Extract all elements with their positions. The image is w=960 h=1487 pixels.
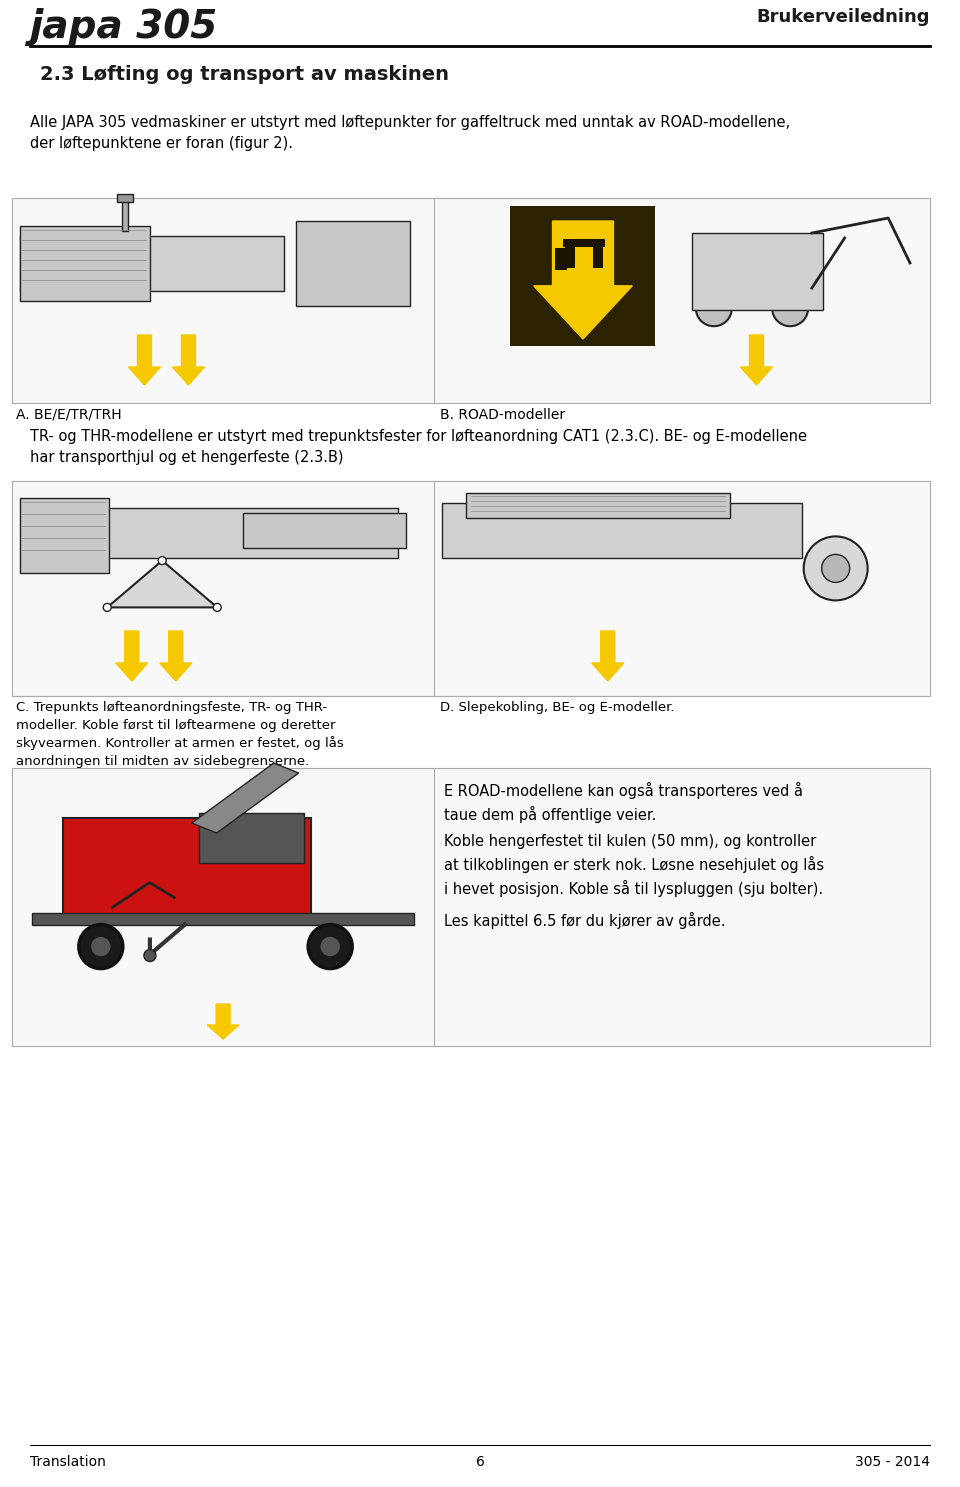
- Bar: [692, 233, 823, 309]
- Text: C. Trepunkts løfteanordningsfeste, TR- og THR-
modeller. Koble først til løftear: C. Trepunkts løfteanordningsfeste, TR- o…: [16, 700, 344, 767]
- Bar: [32, 913, 415, 925]
- Circle shape: [79, 925, 123, 968]
- FancyArrow shape: [173, 335, 204, 385]
- Bar: [565, 241, 575, 268]
- Bar: [53, 509, 397, 558]
- Circle shape: [213, 604, 221, 611]
- Bar: [555, 248, 567, 271]
- FancyArrow shape: [129, 335, 160, 385]
- Circle shape: [103, 604, 111, 611]
- FancyArrow shape: [116, 630, 148, 681]
- Circle shape: [92, 938, 109, 956]
- Text: B. ROAD-modeller: B. ROAD-modeller: [441, 407, 565, 422]
- FancyArrow shape: [740, 335, 773, 385]
- Circle shape: [144, 950, 156, 962]
- Polygon shape: [192, 763, 299, 833]
- Bar: [593, 241, 603, 268]
- Circle shape: [772, 290, 808, 326]
- Circle shape: [822, 555, 850, 583]
- FancyArrow shape: [534, 222, 633, 339]
- Text: Les kapittel 6.5 før du kjører av gårde.: Les kapittel 6.5 før du kjører av gårde.: [444, 912, 726, 929]
- Bar: [122, 201, 128, 230]
- Bar: [12, 767, 930, 1045]
- Bar: [20, 236, 284, 291]
- Bar: [62, 818, 311, 919]
- Bar: [200, 813, 303, 864]
- Polygon shape: [108, 561, 217, 607]
- Text: E ROAD-modellene kan også transporteres ved å
taue dem på offentlige veier.: E ROAD-modellene kan også transporteres …: [444, 782, 804, 822]
- Text: TR- og THR-modellene er utstyrt med trepunktsfester for løfteanordning CAT1 (2.3: TR- og THR-modellene er utstyrt med trep…: [30, 430, 807, 465]
- FancyArrow shape: [207, 1004, 239, 1039]
- Text: 305 - 2014: 305 - 2014: [855, 1454, 930, 1469]
- Bar: [297, 222, 410, 306]
- Bar: [12, 198, 930, 403]
- Text: 2.3 Løfting og transport av maskinen: 2.3 Løfting og transport av maskinen: [40, 65, 449, 83]
- Bar: [244, 513, 406, 549]
- Text: Koble hengerfestet til kulen (50 mm), og kontroller
at tilkoblingen er sterk nok: Koble hengerfestet til kulen (50 mm), og…: [444, 834, 825, 897]
- Text: D. Slepekobling, BE- og E-modeller.: D. Slepekobling, BE- og E-modeller.: [441, 700, 675, 714]
- Bar: [563, 239, 605, 247]
- Circle shape: [158, 556, 166, 565]
- Circle shape: [696, 290, 732, 326]
- Bar: [20, 226, 150, 300]
- Text: Translation: Translation: [30, 1454, 106, 1469]
- FancyArrow shape: [159, 630, 192, 681]
- Text: Brukerveiledning: Brukerveiledning: [756, 7, 930, 25]
- Text: A. BE/E/TR/TRH: A. BE/E/TR/TRH: [16, 407, 122, 422]
- Bar: [511, 207, 656, 346]
- Circle shape: [308, 925, 352, 968]
- Text: japa 305: japa 305: [30, 7, 218, 46]
- Circle shape: [322, 938, 339, 956]
- FancyArrow shape: [591, 630, 624, 681]
- Circle shape: [804, 537, 868, 601]
- Bar: [116, 193, 132, 202]
- Bar: [20, 498, 109, 572]
- Text: Alle JAPA 305 vedmaskiner er utstyrt med løftepunkter for gaffeltruck med unntak: Alle JAPA 305 vedmaskiner er utstyrt med…: [30, 114, 790, 152]
- Text: 6: 6: [475, 1454, 485, 1469]
- Bar: [443, 503, 802, 558]
- Bar: [12, 480, 930, 696]
- Bar: [467, 494, 731, 517]
